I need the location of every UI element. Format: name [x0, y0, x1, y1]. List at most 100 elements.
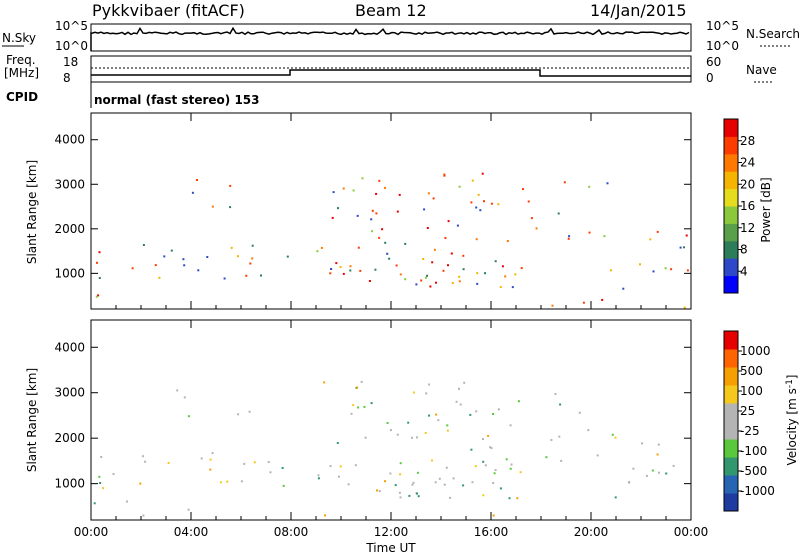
echo-cell — [656, 453, 659, 456]
echo-cell — [445, 466, 448, 469]
echo-cell — [378, 179, 381, 182]
echo-cell — [551, 304, 554, 307]
echo-cell — [632, 467, 635, 470]
echo-cell — [559, 403, 562, 406]
power-colorbar-segment — [724, 258, 738, 277]
echo-cell — [519, 471, 522, 474]
echo-cell — [685, 234, 688, 237]
echo-cell — [316, 250, 319, 253]
echo-cell — [456, 224, 459, 227]
echo-cell — [317, 477, 320, 480]
echo-cell — [492, 413, 494, 415]
freq-tick-bottom: 8 — [63, 71, 71, 85]
freq-unit: [MHz] — [4, 66, 39, 80]
echo-cell — [443, 174, 446, 177]
nsearch-label: N.Search — [746, 27, 800, 41]
echo-cell — [416, 471, 419, 474]
echo-cell — [499, 286, 502, 289]
power-ytick-label: 3000 — [54, 177, 85, 191]
echo-cell — [505, 458, 508, 461]
velocity-ytick-label: 3000 — [54, 386, 85, 400]
echo-cell — [332, 191, 335, 194]
echo-cell — [477, 193, 480, 196]
echo-cell — [176, 389, 179, 392]
echo-cell — [99, 482, 102, 484]
echo-cell — [253, 461, 256, 464]
echo-cell — [447, 220, 450, 223]
echo-cell — [324, 514, 326, 517]
echo-cell — [368, 280, 371, 282]
nsky-panel: N.Sky 10^5 10^0 10^5 10^0 N.Search — [2, 19, 800, 53]
echo-cell — [435, 413, 438, 416]
cpid-text: normal (fast stereo) 153 — [94, 93, 260, 107]
echo-cell — [686, 269, 689, 272]
date-label: 14/Jan/2015 — [590, 1, 687, 20]
echo-cell — [510, 463, 513, 466]
echo-cell — [545, 456, 548, 459]
echo-cell — [144, 460, 147, 463]
echo-cell — [509, 424, 512, 427]
echo-cell — [187, 415, 190, 418]
echo-cell — [426, 274, 428, 277]
echo-cell — [389, 472, 392, 475]
power-colorbar-segment — [724, 240, 738, 259]
echo-cell — [230, 246, 233, 249]
velocity-colorbar-frame — [723, 330, 739, 512]
echo-cell — [482, 460, 485, 463]
echo-cell — [240, 480, 243, 483]
echo-cell — [494, 469, 497, 472]
echo-cell — [622, 287, 625, 290]
echo-cell — [428, 383, 431, 386]
echo-cell — [142, 244, 145, 246]
echo-cell — [386, 252, 389, 255]
nsky-tick-top: 10^5 — [55, 19, 88, 33]
echo-cell — [444, 237, 447, 239]
echo-cell — [320, 246, 323, 249]
velocity-colorbar-segment — [724, 457, 738, 476]
power-colorbar-segment — [724, 275, 738, 294]
echo-cell — [520, 267, 523, 270]
echo-cell — [359, 269, 362, 272]
nsky-tick-bottom: 10^0 — [55, 39, 88, 53]
echo-cell — [388, 257, 391, 260]
echo-cell — [335, 262, 338, 265]
echo-cell — [509, 467, 512, 470]
echo-cell — [251, 244, 254, 247]
echo-cell — [455, 400, 458, 403]
echo-cell — [490, 447, 493, 450]
echo-cell — [434, 481, 437, 484]
echo-cell — [452, 477, 455, 480]
echo-cell — [514, 273, 517, 276]
echo-cell — [339, 266, 342, 268]
echo-cell — [484, 272, 486, 275]
echo-cell — [601, 298, 604, 301]
echo-cell — [535, 227, 538, 230]
echo-cell — [499, 487, 502, 490]
echo-cell — [200, 457, 203, 460]
velocity-colorbar-segment — [724, 493, 738, 512]
echo-cell — [360, 380, 363, 383]
echo-cell — [286, 255, 289, 258]
echo-cell — [567, 237, 570, 240]
echo-cell — [97, 294, 100, 297]
echo-cell — [517, 400, 520, 403]
cpid-label: CPID — [6, 90, 38, 104]
echo-cell — [451, 282, 454, 284]
echo-cell — [511, 286, 514, 289]
echo-cell — [93, 502, 96, 505]
echo-cell — [425, 392, 428, 395]
echo-cell — [211, 452, 214, 455]
echo-cell — [450, 252, 453, 255]
power-ytick-label: 2000 — [54, 222, 85, 236]
echo-cell — [470, 448, 473, 451]
echo-cell — [651, 469, 654, 472]
freq-panel: Freq. [MHz] 18 8 60 0 Nave — [4, 53, 777, 85]
echo-cell — [211, 205, 214, 208]
echo-cell — [131, 267, 134, 270]
echo-cell — [269, 471, 272, 474]
echo-cell — [432, 197, 435, 200]
velocity-ytick-label: 4000 — [54, 340, 85, 354]
echo-cell — [424, 431, 427, 434]
velocity-ytick-label: 2000 — [54, 431, 85, 445]
echo-cell — [197, 269, 200, 272]
